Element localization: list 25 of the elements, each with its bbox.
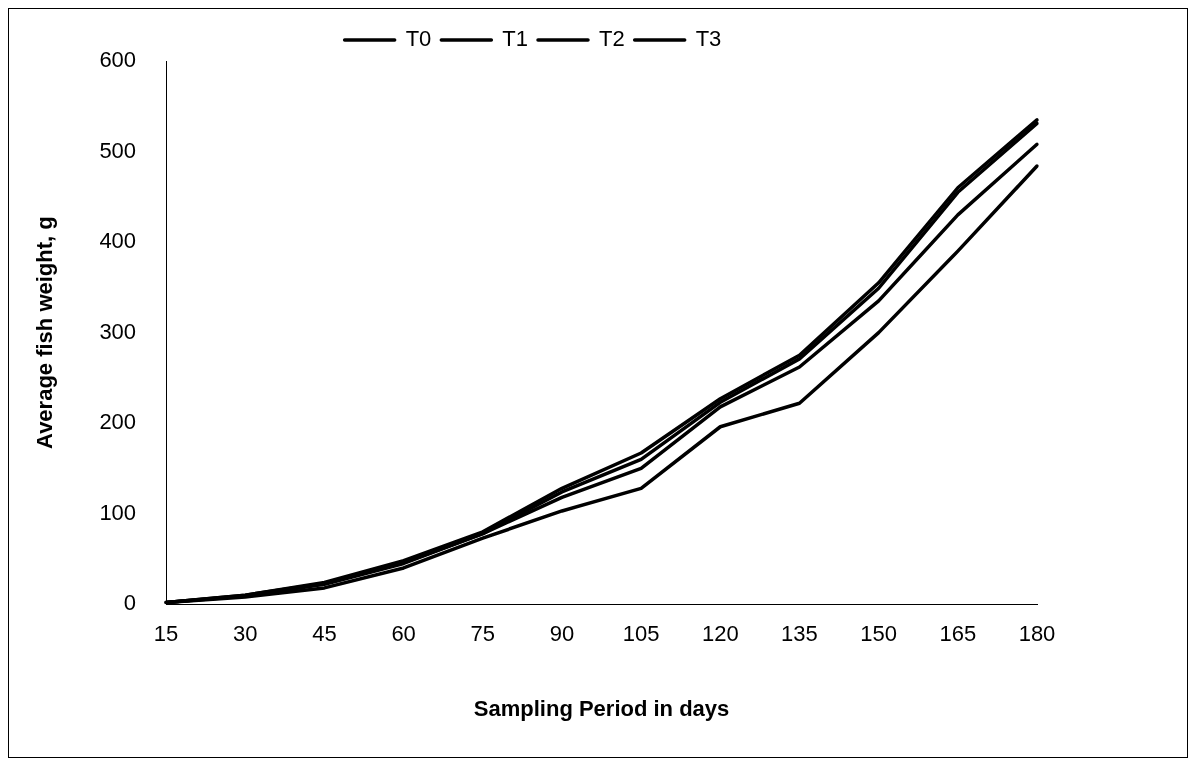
y-tick-label: 300: [99, 318, 137, 344]
x-tick-label: 180: [1018, 621, 1056, 647]
legend-label: T0: [405, 26, 432, 52]
x-axis-title: Sampling Period in days: [473, 695, 730, 721]
y-tick-label: 600: [99, 47, 137, 73]
x-tick-label: 90: [549, 621, 575, 647]
x-tick-label: 150: [860, 621, 898, 647]
x-tick-label: 60: [391, 621, 416, 647]
x-tick-label: 75: [470, 621, 496, 647]
x-tick-label: 15: [153, 621, 179, 647]
y-tick-label: 0: [123, 590, 137, 616]
x-tick-label: 30: [233, 621, 258, 647]
legend-label: T1: [502, 26, 529, 52]
y-tick-label: 100: [99, 499, 137, 525]
legend-label: T3: [695, 26, 722, 52]
x-tick-label: 120: [701, 621, 739, 647]
y-tick-label: 400: [99, 228, 137, 254]
x-tick-label: 105: [622, 621, 660, 647]
legend-label: T2: [599, 26, 625, 52]
y-axis-title: Average fish weight, g: [32, 216, 58, 449]
x-tick-label: 45: [312, 621, 337, 647]
y-tick-label: 200: [99, 409, 137, 435]
x-tick-label: 135: [781, 621, 818, 647]
x-tick-label: 165: [939, 621, 977, 647]
y-tick-label: 500: [99, 137, 137, 163]
